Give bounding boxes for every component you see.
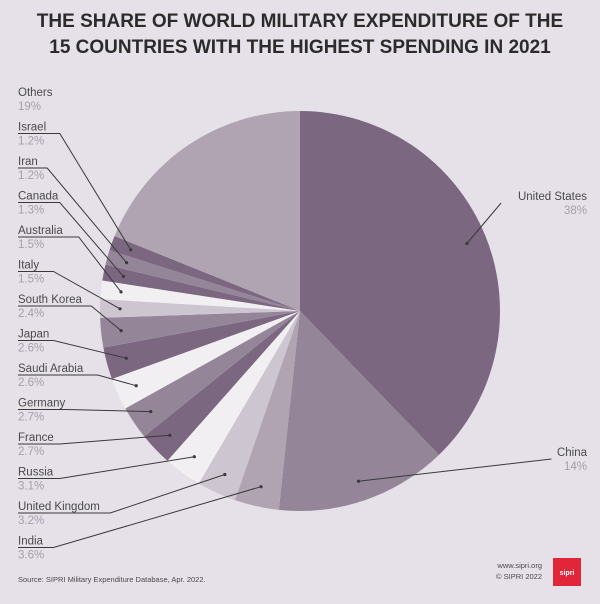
sipri-logo [553, 558, 581, 586]
pie-slices [100, 111, 500, 511]
leader-united-kingdom [18, 474, 225, 514]
slice-india [235, 311, 300, 510]
leader-japan [18, 340, 127, 359]
slice-china [278, 311, 439, 511]
value-label-south-korea: 2.4% [18, 308, 44, 320]
leader-australia [18, 236, 122, 293]
leader-south-korea [18, 305, 122, 331]
value-label-canada: 1.3% [18, 205, 44, 217]
label-united-states: United States [518, 191, 587, 203]
leader-india [18, 486, 262, 548]
value-label-australia: 1.5% [18, 239, 44, 251]
value-label-saudi-arabia: 2.6% [18, 377, 44, 389]
slice-israel [109, 236, 300, 311]
leader-germany [18, 409, 151, 413]
slice-united-kingdom [198, 311, 300, 501]
leader-dot-australia [119, 290, 123, 294]
leader-dot-russia [192, 455, 196, 459]
slice-italy [100, 299, 301, 318]
slice-germany [125, 311, 300, 437]
leader-italy [18, 271, 121, 310]
leader-lines [18, 133, 552, 548]
value-label-united-states: 38% [564, 205, 587, 217]
slice-iran [105, 250, 301, 311]
leader-dot-italy [118, 307, 122, 311]
label-iran: Iran [18, 156, 38, 168]
slice-saudi-arabia [111, 311, 301, 409]
value-label-france: 2.7% [18, 446, 44, 458]
label-others: Others [18, 87, 53, 99]
leader-dot-canada [121, 274, 125, 278]
leader-dot-france [168, 433, 172, 437]
leader-dot-south-korea [119, 329, 123, 333]
label-germany: Germany [18, 398, 66, 410]
leader-dot-iran [125, 261, 129, 265]
label-israel: Israel [18, 122, 46, 134]
slice-south-korea [100, 311, 301, 348]
leader-saudi-arabia [18, 374, 137, 387]
leader-dot-china [356, 479, 361, 483]
label-france: France [18, 432, 54, 444]
label-india: India [18, 536, 44, 548]
leader-china [358, 458, 552, 482]
value-label-israel: 1.2% [18, 136, 44, 148]
leader-dot-united-kingdom [223, 472, 227, 477]
value-label-russia: 3.1% [18, 481, 44, 493]
slice-france [144, 311, 300, 461]
value-label-united-kingdom: 3.2% [18, 515, 44, 527]
slice-others [114, 111, 300, 311]
slice-united-states [300, 111, 500, 455]
value-label-china: 14% [564, 461, 587, 473]
slice-australia [100, 280, 300, 311]
label-italy: Italy [18, 260, 39, 272]
value-label-germany: 2.7% [18, 412, 44, 424]
leader-israel [18, 133, 132, 251]
chart-title-line-2: 15 COUNTRIES WITH THE HIGHEST SPENDING I… [49, 37, 551, 58]
leader-dot-germany [149, 410, 153, 414]
slice-labels: United States 38% China 14% India 3.6% United … [18, 87, 588, 562]
label-saudi-arabia: Saudi Arabia [18, 363, 84, 375]
slice-russia [167, 311, 300, 484]
label-japan: Japan [18, 329, 49, 341]
value-label-others: 19% [18, 101, 41, 113]
copyright-note: © SIPRI 2022 [496, 572, 542, 581]
sipri-logo-text: sipri [560, 570, 575, 577]
leader-france [18, 434, 170, 445]
leader-dot-japan [124, 356, 128, 360]
label-united-kingdom: United Kingdom [18, 501, 100, 513]
source-note: Source: SIPRI Military Expenditure Datab… [18, 575, 206, 584]
chart-title-line-1: THE SHARE OF WORLD MILITARY EXPENDITURE … [37, 11, 563, 32]
leader-iran [18, 167, 127, 264]
label-australia: Australia [18, 225, 63, 237]
slice-canada [102, 264, 300, 311]
leader-canada [18, 202, 124, 277]
leader-dot-united-states [465, 241, 469, 246]
leader-dot-israel [129, 248, 133, 252]
website-link[interactable]: www.sipri.org [496, 561, 542, 570]
label-china: China [557, 447, 588, 459]
leader-russia [18, 456, 195, 479]
value-label-iran: 1.2% [18, 170, 44, 182]
label-south-korea: South Korea [18, 294, 83, 306]
leader-dot-india [259, 485, 263, 489]
label-canada: Canada [18, 191, 59, 203]
leader-dot-saudi-arabia [134, 384, 138, 388]
leader-united-states [466, 202, 502, 244]
value-label-india: 3.6% [18, 550, 44, 562]
value-label-japan: 2.6% [18, 343, 44, 355]
slice-japan [103, 311, 300, 379]
value-label-italy: 1.5% [18, 274, 44, 286]
label-russia: Russia [18, 467, 54, 479]
